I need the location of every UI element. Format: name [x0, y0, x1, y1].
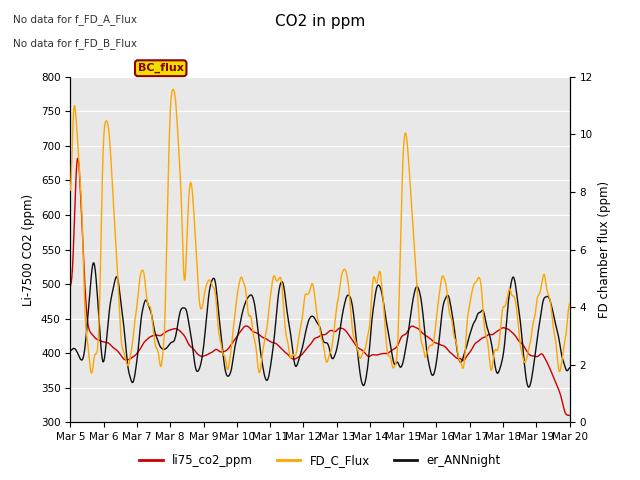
Text: BC_flux: BC_flux — [138, 63, 184, 73]
Text: No data for f_FD_A_Flux: No data for f_FD_A_Flux — [13, 14, 137, 25]
Text: No data for f_FD_B_Flux: No data for f_FD_B_Flux — [13, 38, 137, 49]
Legend: li75_co2_ppm, FD_C_Flux, er_ANNnight: li75_co2_ppm, FD_C_Flux, er_ANNnight — [134, 449, 506, 472]
Text: CO2 in ppm: CO2 in ppm — [275, 14, 365, 29]
Y-axis label: FD chamber flux (ppm): FD chamber flux (ppm) — [598, 181, 611, 318]
Y-axis label: Li-7500 CO2 (ppm): Li-7500 CO2 (ppm) — [22, 193, 35, 306]
